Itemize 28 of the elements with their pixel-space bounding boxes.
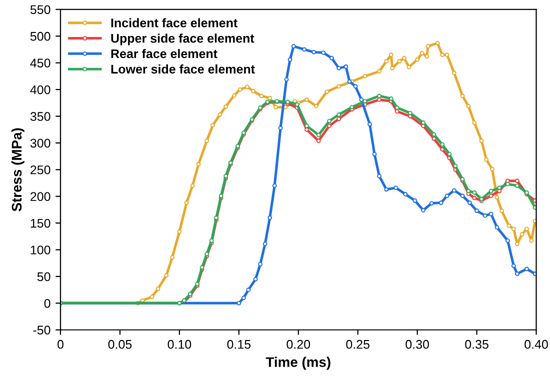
y-tick-label: -50 xyxy=(33,326,50,335)
x-axis-title: Time (ms) xyxy=(266,356,330,370)
y-tick-label: 0 xyxy=(44,298,50,308)
x-tick-label: 0.10 xyxy=(168,340,192,349)
x-tick-label: 0.40 xyxy=(524,340,548,349)
legend-label: Upper side face element xyxy=(111,34,254,46)
x-tick-label: 0.15 xyxy=(227,340,251,349)
legend-label: Rear face element xyxy=(111,48,218,58)
y-axis-title: Stress (MPa) xyxy=(11,128,24,212)
x-tick-label: 0.35 xyxy=(465,340,488,349)
y-tick-label: 200 xyxy=(30,192,50,202)
x-tick-label: 0 xyxy=(58,340,64,349)
x-tick-label: 0.05 xyxy=(108,340,132,349)
legend-label: Lower side face element xyxy=(111,64,255,74)
y-tick-label: 150 xyxy=(30,218,50,228)
y-tick-label: 250 xyxy=(30,165,50,174)
y-tick-label: 50 xyxy=(37,272,50,282)
x-tick-label: 0.30 xyxy=(406,340,429,349)
legend-label: Incident face element xyxy=(111,18,238,28)
y-tick-label: 500 xyxy=(30,32,50,41)
y-tick-label: 450 xyxy=(30,58,50,68)
y-tick-label: 350 xyxy=(30,112,50,121)
y-tick-label: 300 xyxy=(30,138,50,148)
y-tick-label: 100 xyxy=(30,246,50,254)
y-tick-label: 550 xyxy=(30,5,50,14)
x-tick-label: 0.20 xyxy=(286,340,310,349)
x-tick-label: 0.25 xyxy=(346,340,370,349)
y-tick-label: 400 xyxy=(30,85,50,94)
